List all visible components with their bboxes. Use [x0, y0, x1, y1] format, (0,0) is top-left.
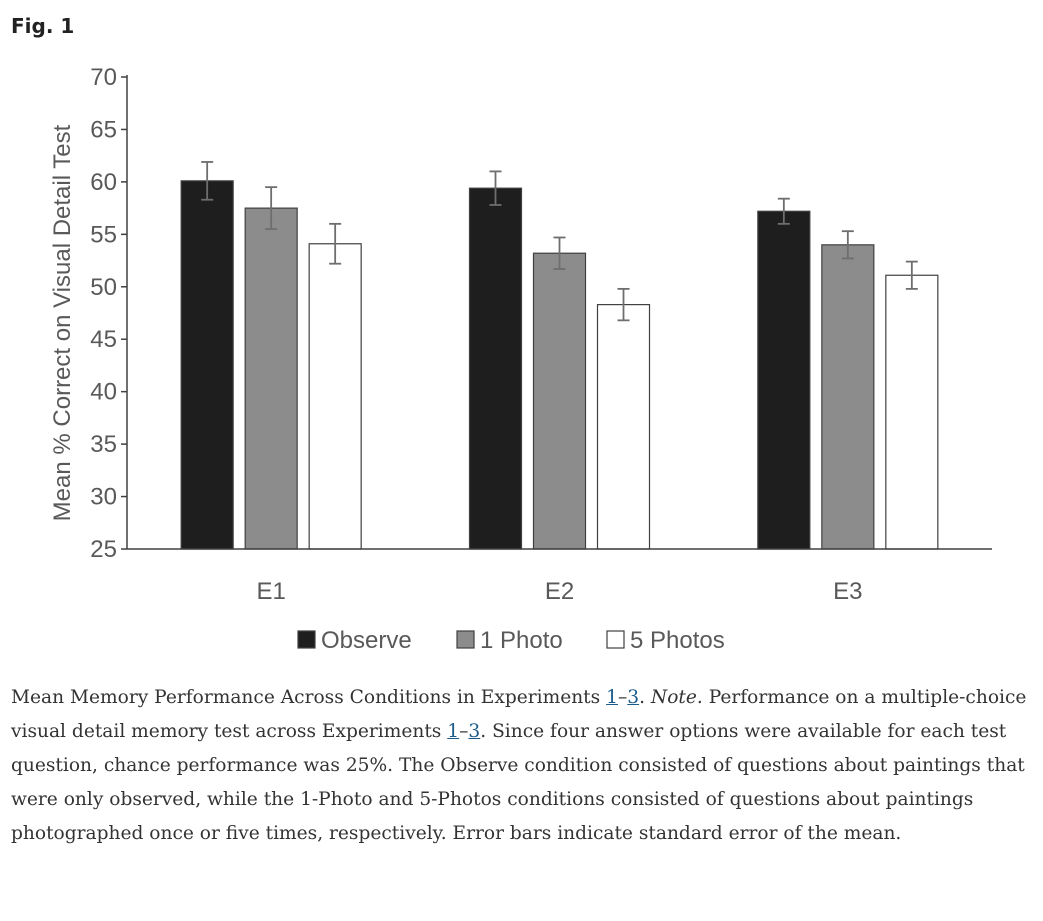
- y-tick-label: 25: [90, 536, 117, 563]
- legend-swatch: [297, 630, 316, 649]
- bar-e1-1-photo: [244, 207, 298, 550]
- y-axis-label: Mean % Correct on Visual Detail Test: [49, 124, 76, 521]
- figure-label: Fig. 1: [11, 14, 75, 38]
- bar-e2-observe: [468, 187, 523, 550]
- y-axis: 25 30 35 40 45 50 55 60 65 70: [90, 64, 128, 563]
- x-tick-label: E2: [545, 578, 574, 605]
- legend-label: Observe: [321, 627, 412, 654]
- experiment-3-link[interactable]: 3: [627, 687, 640, 708]
- caption-dash-2: –: [459, 721, 469, 742]
- legend-label: 1 Photo: [480, 627, 563, 654]
- caption-title-end: .: [639, 687, 651, 708]
- caption-text-2: . Since four answer options were availab…: [11, 721, 1025, 844]
- y-tick-label: 35: [90, 431, 117, 458]
- y-tick-label: 50: [90, 274, 117, 301]
- bars: [180, 161, 939, 550]
- x-axis: E1 E2 E3: [127, 548, 992, 605]
- x-tick-label: E3: [833, 578, 862, 605]
- y-tick-label: 55: [90, 221, 117, 248]
- experiment-1-link[interactable]: 1: [606, 687, 618, 708]
- y-tick-label: 65: [90, 116, 117, 143]
- y-tick-label: 70: [90, 64, 117, 91]
- y-tick-label: 60: [90, 169, 117, 196]
- legend-swatch: [456, 630, 475, 649]
- experiment-1-link-2[interactable]: 1: [447, 721, 460, 742]
- caption-note-label: Note.: [650, 687, 703, 708]
- y-tick-label: 40: [90, 379, 117, 406]
- bar-e2-1-photo: [532, 252, 587, 550]
- bar-e3-observe: [757, 210, 811, 550]
- caption-title: Mean Memory Performance Across Condition…: [11, 687, 607, 708]
- x-tick-label: E1: [256, 578, 285, 605]
- experiment-3-link-2[interactable]: 3: [468, 721, 481, 742]
- bar-e3-5-photos: [885, 274, 939, 550]
- caption-text-1: Performance on a multiple-choice visual …: [11, 687, 1027, 742]
- legend: Observe 1 Photo 5 Photos: [297, 627, 725, 654]
- bar-e1-observe: [180, 180, 234, 550]
- legend-swatch: [606, 630, 625, 649]
- legend-label: 5 Photos: [630, 627, 725, 654]
- y-tick-label: 45: [90, 326, 117, 353]
- caption-dash: –: [617, 687, 628, 708]
- bar-e3-1-photo: [821, 244, 875, 550]
- bar-chart: 25 30 35 40 45 50 55 60 65 70 E1 E2 E3 Observe 1 Pho…: [49, 64, 992, 654]
- figure-caption: Mean Memory Performance Across Condition…: [11, 681, 1031, 851]
- bar-e1-5-photos: [308, 243, 362, 550]
- bar-e2-5-photos: [596, 304, 651, 550]
- y-tick-label: 30: [90, 484, 117, 511]
